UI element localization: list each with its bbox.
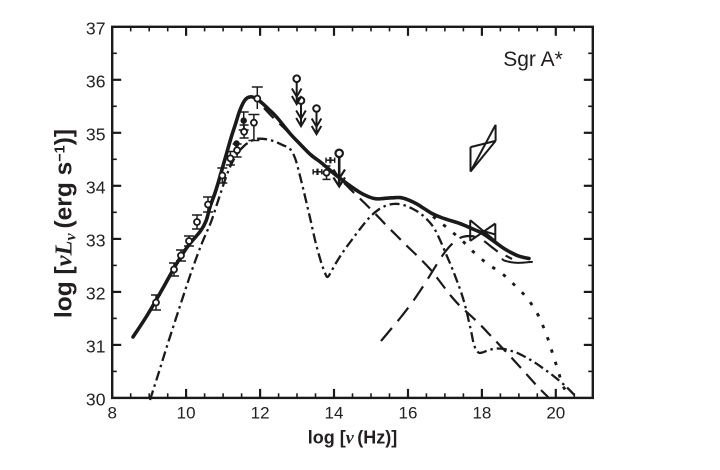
svg-text:20: 20: [546, 403, 565, 422]
svg-text:log [νLν (erg s−1)]: log [νLν (erg s−1)]: [51, 129, 80, 318]
svg-text:33: 33: [86, 231, 106, 251]
svg-text:16: 16: [399, 403, 418, 422]
svg-text:Sgr A*: Sgr A*: [503, 48, 563, 71]
svg-text:log [ν (Hz)]: log [ν (Hz)]: [308, 428, 398, 448]
svg-text:35: 35: [86, 125, 106, 145]
svg-text:18: 18: [472, 403, 491, 422]
svg-text:34: 34: [86, 178, 106, 198]
svg-text:31: 31: [86, 337, 106, 357]
svg-text:14: 14: [325, 403, 344, 422]
svg-text:8: 8: [107, 403, 116, 422]
svg-text:30: 30: [86, 390, 106, 410]
svg-text:12: 12: [251, 403, 270, 422]
svg-text:37: 37: [86, 19, 106, 39]
svg-text:10: 10: [177, 403, 196, 422]
svg-text:32: 32: [86, 284, 106, 304]
svg-text:36: 36: [86, 72, 106, 92]
